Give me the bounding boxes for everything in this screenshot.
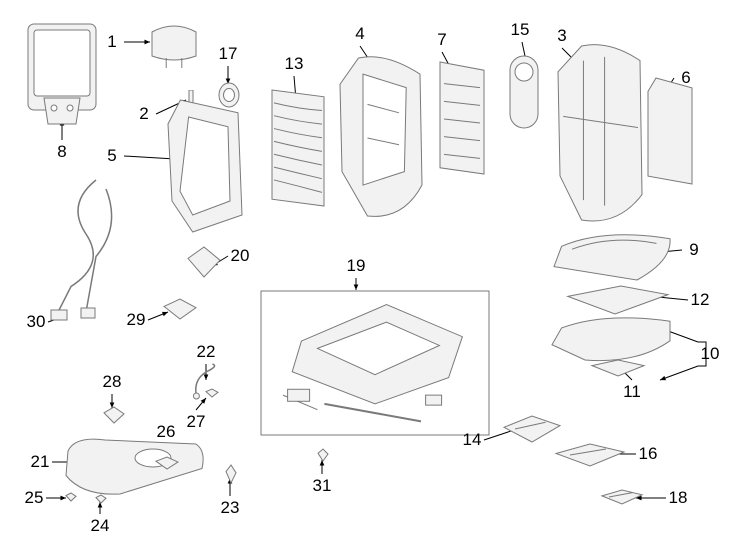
callout-label-12: 12	[691, 290, 710, 310]
part-seat-track	[260, 290, 490, 436]
part-cap-a	[92, 492, 110, 506]
callout-label-26: 26	[157, 422, 176, 442]
part-display-mount	[42, 96, 82, 126]
callout-label-6: 6	[681, 68, 690, 88]
part-shield	[550, 440, 630, 470]
callout-label-29: 29	[127, 310, 146, 330]
part-back-panel	[642, 74, 698, 190]
part-clip	[314, 446, 332, 464]
part-headrest	[148, 24, 200, 68]
callout-label-9: 9	[689, 240, 698, 260]
callout-label-31: 31	[313, 476, 332, 496]
part-airbag-module	[506, 52, 542, 132]
part-hinge	[596, 486, 648, 508]
callout-label-17: 17	[219, 44, 238, 64]
callout-label-18: 18	[669, 488, 688, 508]
callout-label-5: 5	[107, 146, 116, 166]
part-back-pad	[336, 54, 426, 222]
callout-label-20: 20	[231, 246, 250, 266]
callout-label-8: 8	[57, 142, 66, 162]
callout-label-22: 22	[197, 342, 216, 362]
part-harness	[36, 174, 136, 324]
callout-label-28: 28	[103, 372, 122, 392]
part-back-cover	[554, 42, 646, 228]
callout-label-11: 11	[623, 382, 641, 402]
callout-label-7: 7	[437, 30, 446, 50]
callout-label-10: 10	[701, 344, 720, 364]
callout-label-2: 2	[139, 104, 148, 124]
part-cushion-cover	[546, 226, 676, 284]
part-sensor-wire	[190, 360, 222, 400]
part-cap-b	[62, 490, 80, 504]
part-conn-a	[222, 462, 240, 486]
callout-label-16: 16	[639, 444, 658, 464]
callout-label-4: 4	[355, 24, 364, 44]
part-back-spring	[266, 84, 330, 212]
callout-label-27: 27	[187, 412, 206, 432]
part-lever	[100, 404, 128, 426]
part-back-frame	[164, 96, 246, 236]
part-outer-trim	[60, 430, 210, 500]
callout-label-3: 3	[557, 26, 566, 46]
part-bracket-a	[184, 244, 224, 280]
callout-label-13: 13	[285, 54, 304, 74]
parts-diagram-canvas: 1234567891011121314151617181920212223242…	[0, 0, 734, 540]
callout-label-14: 14	[463, 430, 482, 450]
callout-label-21: 21	[31, 452, 50, 472]
part-motor	[160, 296, 200, 322]
callout-label-24: 24	[91, 516, 110, 536]
part-switch	[152, 454, 182, 472]
part-back-heater	[434, 58, 490, 180]
callout-label-30: 30	[27, 312, 46, 332]
callout-label-19: 19	[347, 256, 366, 276]
callout-label-15: 15	[511, 20, 530, 40]
callout-label-1: 1	[107, 32, 116, 52]
callout-label-23: 23	[221, 498, 240, 518]
part-cushion-insert	[588, 356, 648, 380]
callout-label-25: 25	[25, 488, 44, 508]
